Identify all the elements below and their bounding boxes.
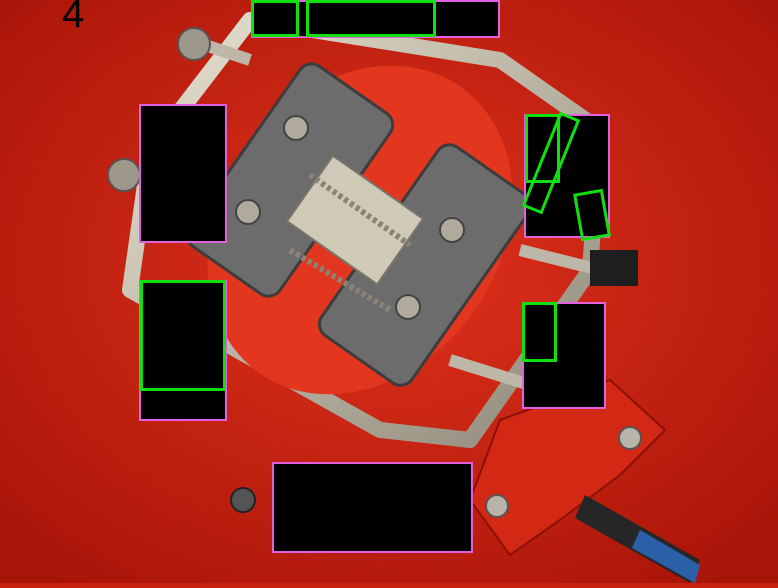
block-screws bbox=[235, 115, 465, 320]
mount-screw-icon bbox=[618, 426, 642, 450]
mask-box bbox=[272, 462, 473, 553]
detection-box bbox=[522, 302, 557, 362]
frame-number-label: 4 bbox=[62, 0, 85, 36]
detection-box bbox=[525, 114, 560, 183]
detection-box bbox=[306, 0, 436, 37]
mask-box bbox=[139, 104, 227, 243]
mask-box bbox=[139, 280, 227, 421]
spring-assembly bbox=[285, 154, 425, 313]
proximity-sensor bbox=[575, 495, 700, 583]
mask-box bbox=[251, 0, 500, 38]
detection-box bbox=[251, 0, 299, 37]
threaded-rods bbox=[107, 27, 638, 391]
red-printed-mount bbox=[468, 378, 667, 557]
detection-box bbox=[140, 280, 226, 391]
black-tab bbox=[590, 250, 638, 286]
table-screw-icon bbox=[230, 487, 256, 513]
mount-screw-icon bbox=[485, 494, 509, 518]
